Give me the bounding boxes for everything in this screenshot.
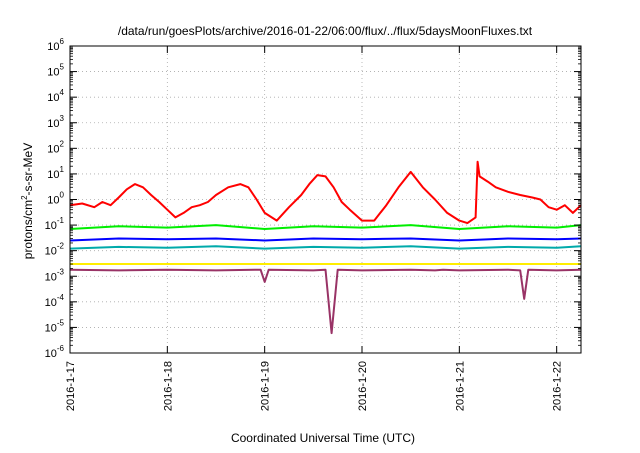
x-tick-label: 2016-1-22 (552, 361, 564, 411)
y-axis-label: protons/cm2-s-sr-MeV (20, 143, 35, 259)
grid (70, 46, 581, 353)
y-axis-ticks: 10-6 10-5 10-4 10-3 10-2 10-1 100 101 102 103 104 1… (45, 37, 581, 360)
x-tick-label: 2016-1-18 (162, 361, 174, 411)
y-tick-label: 10-6 (45, 344, 65, 360)
x-tick-label: 2016-1-17 (65, 361, 77, 411)
x-tick-label: 2016-1-21 (454, 361, 466, 411)
series-line (69, 237, 582, 242)
series-line (69, 224, 582, 230)
y-tick-label: 104 (47, 88, 64, 104)
y-tick-label: 103 (47, 114, 64, 130)
y-tick-label: 10-5 (45, 318, 65, 334)
y-axis-label-suffix: -s-sr-MeV (21, 143, 35, 196)
x-axis-label: Coordinated Universal Time (UTC) (231, 431, 415, 445)
x-axis-ticks: 2016-1-17 2016-1-18 2016-1-19 2016-1-20 2016… (65, 46, 564, 411)
y-axis-label-sup: 2 (20, 195, 29, 200)
series-line (69, 160, 582, 225)
y-tick-label: 100 (47, 191, 64, 207)
y-tick-label: 106 (47, 37, 64, 53)
y-tick-label: 10-4 (45, 293, 65, 309)
series-line (69, 268, 582, 335)
y-tick-label: 102 (47, 139, 64, 155)
y-tick-label: 105 (47, 63, 64, 79)
y-tick-label: 10-1 (45, 216, 65, 232)
y-axis-label-prefix: protons/cm (21, 200, 35, 259)
series-layer (69, 160, 582, 335)
y-tick-label: 10-2 (45, 242, 65, 258)
series-line (69, 245, 582, 250)
y-tick-label: 10-3 (45, 267, 65, 283)
x-tick-label: 2016-1-20 (357, 361, 369, 411)
y-tick-label: 101 (47, 165, 64, 181)
chart-title: /data/run/goesPlots/archive/2016-01-22/0… (118, 24, 533, 38)
x-tick-label: 2016-1-19 (260, 361, 272, 411)
